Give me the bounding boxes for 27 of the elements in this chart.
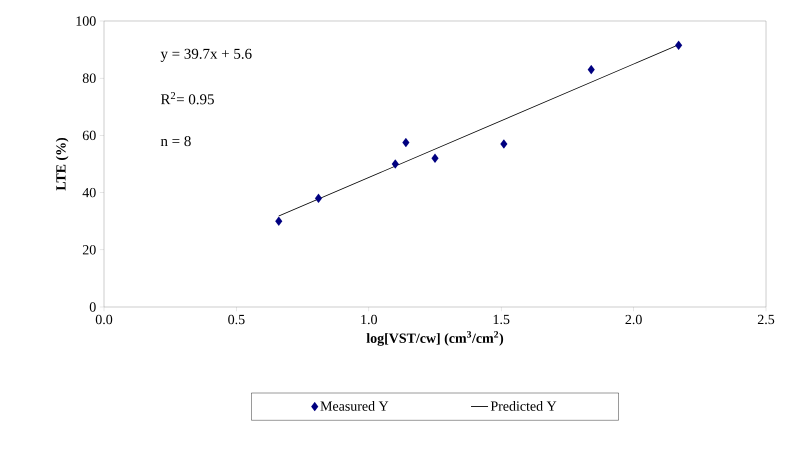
annotation: n = 8 xyxy=(160,136,191,146)
x-tick-label: 0.5 xyxy=(228,314,245,324)
y-tick-label: 20 xyxy=(82,245,96,255)
annotation: R$^{2}$= 0.95 xyxy=(160,92,214,104)
annotation: y = 39.7x + 5.6 xyxy=(160,48,252,62)
point xyxy=(675,40,682,50)
y-tick-label: 0 xyxy=(90,302,96,312)
y-tick-label: 60 xyxy=(82,130,96,140)
x-tick-label: 1.5 xyxy=(494,314,510,324)
x-tick-label: 1.0 xyxy=(361,314,377,324)
point xyxy=(431,154,439,163)
x-tick-label: 2.5 xyxy=(758,314,774,324)
legend-label: Predicted Y xyxy=(490,400,556,411)
x-axis-title: log[VST/cw] (cm$^{3}$/cm$^{2}$) xyxy=(366,331,504,346)
legend-label: Measured Y xyxy=(320,400,388,411)
point xyxy=(588,64,595,74)
y-tick-label: 100 xyxy=(76,16,96,26)
point xyxy=(500,139,508,149)
point xyxy=(402,138,410,148)
point xyxy=(275,216,282,226)
y-tick-label: 40 xyxy=(82,188,96,198)
x-tick-label: 2.0 xyxy=(626,314,642,324)
point xyxy=(392,159,399,169)
x-tick-label: 0.0 xyxy=(96,314,112,324)
y-axis-title: LTE (%) xyxy=(56,138,68,190)
point xyxy=(314,194,322,203)
y-tick-label: 80 xyxy=(82,73,96,83)
